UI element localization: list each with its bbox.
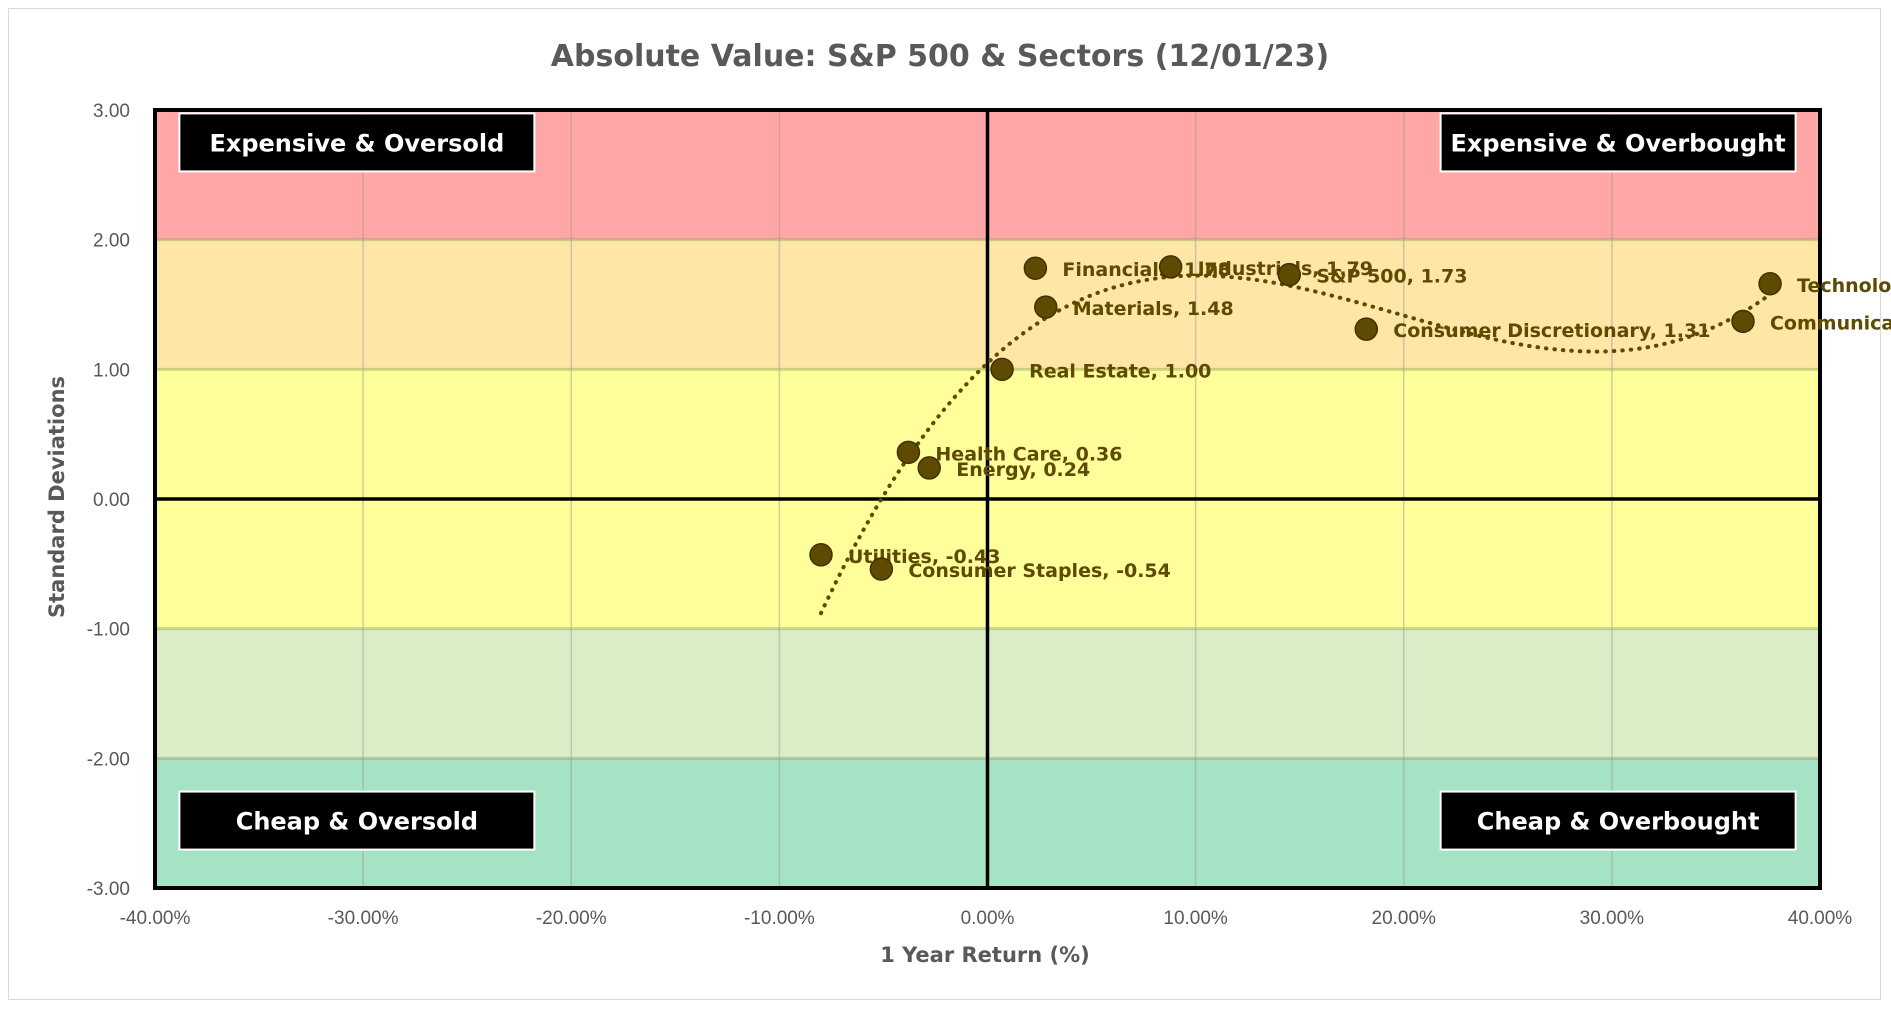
quadrant-box [178,790,536,851]
y-tick-label: 0.00 [93,490,130,511]
point-marker [1034,295,1058,319]
trendline [819,273,1772,616]
quadrant-text: Cheap & Overbought [1477,808,1760,836]
x-tick-labels: -40.00% -30.00% -20.00% -10.00% 0.00% 10.00% 2… [120,908,1853,929]
y-tick-labels: 3.00 2.00 1.00 0.00 -1.00 -2.00 -3.00 [87,101,130,900]
y-tick-label: -3.00 [87,879,130,900]
x-tick-label: 30.00% [1580,908,1645,929]
point-label: Real Estate, 1.00 [1029,360,1211,382]
quadrant-text: Expensive & Overbought [1451,129,1786,157]
x-tick-label: -30.00% [328,908,399,929]
data-point-5: Technology, 1.66 [1758,272,1891,297]
data-point-6: Communication Services, 1.37 [1731,309,1891,334]
quadrant-box [178,112,536,173]
data-point-7: Real Estate, 1.00 [990,357,1211,382]
zero-axes [155,110,1820,888]
x-tick-label: 0.00% [961,908,1015,929]
quadrant-label-top-left: Expensive & Oversold [178,112,536,173]
data-point-8: Health Care, 0.36 [896,440,1122,465]
quadrant-box [1439,112,1797,173]
point-marker [917,456,941,480]
quadrant-text: Cheap & Oversold [236,808,478,836]
point-label: S&P 500, 1.73 [1316,266,1467,288]
y-axis-title: Standard Deviations [45,376,69,618]
point-label: Consumer Staples, -0.54 [908,560,1171,582]
y-tick-label: -1.00 [87,620,130,641]
point-label: Energy, 0.24 [956,459,1090,481]
y-tick-label: 1.00 [93,360,130,381]
x-axis-title: 1 Year Return (%) [880,943,1090,967]
quadrant-box [1439,790,1797,851]
point-marker [1158,255,1183,279]
point-marker [809,543,833,567]
point-marker [1023,256,1048,280]
quadrant-label-top-right: Expensive & Overbought [1439,112,1797,173]
data-point-4: Consumer Discretionary, 1.31 [1354,317,1710,342]
x-tick-label: 20.00% [1372,908,1437,929]
point-label: Health Care, 0.36 [935,443,1122,465]
point-label: Consumer Discretionary, 1.31 [1393,320,1710,342]
point-label: Technology, 1.66 [1797,275,1891,297]
quadrant-text: Expensive & Oversold [209,129,504,157]
y-tick-label: 3.00 [93,101,130,122]
point-marker [1731,309,1755,334]
quadrant-label-bottom-right: Cheap & Overbought [1439,790,1797,851]
point-marker [1277,262,1302,287]
x-tick-label: -10.00% [744,908,815,929]
point-marker [1354,317,1379,341]
data-point-9: Energy, 0.24 [917,456,1090,481]
plot-area-border [153,108,1822,890]
data-point-3: Materials, 1.48 [1034,295,1234,320]
y-tick-label: -2.00 [87,749,130,770]
data-point-0: Financials, 1.78 [1023,256,1231,281]
y-tick-label: 2.00 [93,231,130,252]
point-marker [869,557,894,581]
quadrant-labels: Expensive & Oversold Expensive & Overboug… [178,112,1797,851]
x-tick-label: -20.00% [536,908,607,929]
point-label: Communication Services, 1.37 [1770,312,1891,334]
chart-title: Absolute Value: S&P 500 & Sectors (12/01… [551,39,1329,74]
point-label: Financials, 1.78 [1062,259,1231,281]
data-point-11: Consumer Staples, -0.54 [869,557,1171,582]
point-label: Materials, 1.48 [1073,298,1234,320]
point-marker [896,440,921,465]
x-tick-label: 10.00% [1163,908,1228,929]
x-tick-label: 40.00% [1788,908,1853,929]
x-tick-label: -40.00% [120,908,191,929]
quadrant-label-bottom-left: Cheap & Oversold [178,790,536,851]
data-point-2: S&P 500, 1.73 [1277,262,1467,288]
point-marker [990,357,1014,382]
point-marker [1758,272,1782,296]
